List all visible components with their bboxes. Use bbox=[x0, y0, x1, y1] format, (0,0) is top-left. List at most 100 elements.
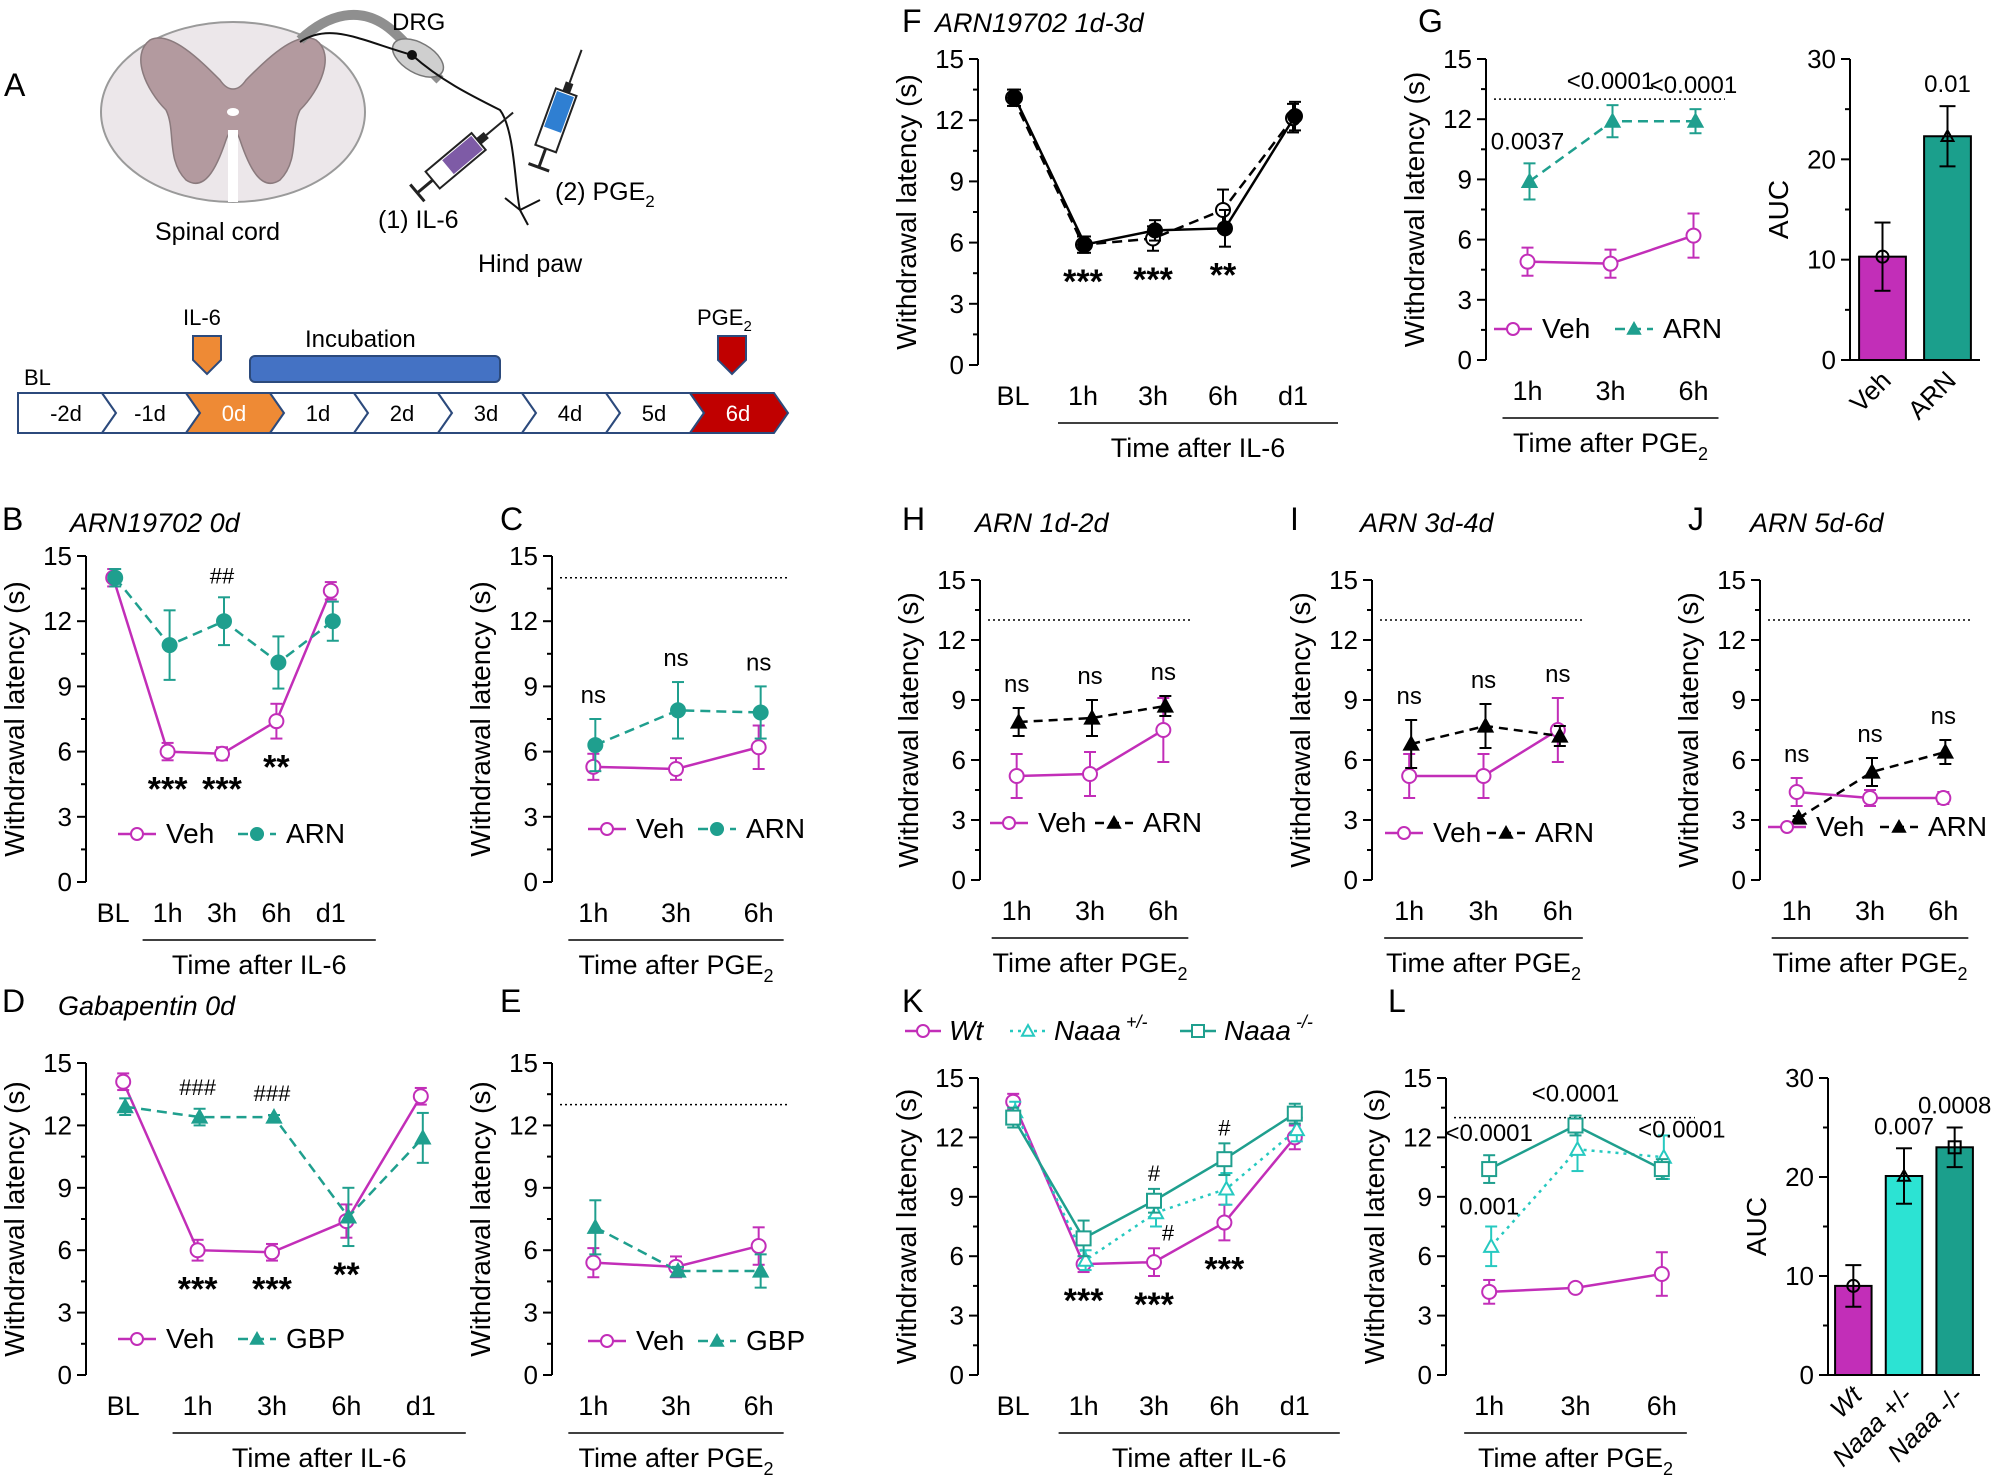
timeline-day-label: 3d bbox=[474, 401, 498, 426]
x-axis-label-sub: 2 bbox=[1178, 964, 1188, 984]
y-tick-label: 6 bbox=[58, 1235, 72, 1265]
data-point bbox=[1077, 236, 1093, 253]
legend-marker bbox=[130, 1332, 144, 1346]
timeline-day-label: -2d bbox=[50, 401, 82, 426]
annotation: # bbox=[1218, 1115, 1231, 1140]
series-wt bbox=[1481, 1251, 1670, 1305]
timeline-day-label: 5d bbox=[642, 401, 666, 426]
y-tick-label: 9 bbox=[524, 1173, 538, 1203]
annotation: ### bbox=[179, 1075, 216, 1100]
legend-label: Veh bbox=[1542, 313, 1590, 344]
panel-g-auc: 0 10 20 30 AUC Veh ARN 0.01 bbox=[1763, 44, 1980, 425]
legend-marker bbox=[1002, 816, 1016, 830]
y-tick-label: 0 bbox=[1344, 865, 1358, 895]
y-tick-label: 20 bbox=[1785, 1162, 1814, 1192]
y-axis-label: Withdrawal latency (s) bbox=[0, 581, 30, 856]
paw-nerve-ending bbox=[504, 197, 541, 226]
series-arn bbox=[107, 568, 341, 690]
legend-label: ARN bbox=[746, 813, 805, 844]
data-point bbox=[1288, 1120, 1306, 1137]
y-tick-label: 30 bbox=[1807, 44, 1836, 74]
legend-marker bbox=[600, 1334, 614, 1348]
il6-syringe bbox=[409, 111, 514, 203]
series-arn bbox=[1789, 739, 1955, 825]
x-axis-label: Time after PGE2 bbox=[1478, 1443, 1673, 1477]
data-point bbox=[161, 637, 178, 654]
y-tick-label: 12 bbox=[43, 606, 72, 636]
data-point bbox=[1520, 172, 1539, 189]
series-veh bbox=[1788, 777, 1952, 807]
data-point bbox=[1519, 253, 1536, 270]
x-axis-label: Time after IL-6 bbox=[232, 1443, 407, 1473]
series-arn bbox=[1007, 88, 1303, 254]
annotation: *** bbox=[202, 770, 242, 808]
x-tick-label: 1h bbox=[1394, 896, 1424, 926]
data-point bbox=[1568, 1140, 1587, 1156]
data-point bbox=[1653, 1161, 1670, 1178]
data-point bbox=[190, 1108, 209, 1124]
x-tick-label: 3h bbox=[207, 898, 237, 928]
legend-label: GBP bbox=[286, 1323, 345, 1354]
legend-marker bbox=[1891, 818, 1907, 833]
legend-label: Naaa +/- bbox=[1054, 1012, 1147, 1046]
legend-sup: -/- bbox=[1291, 1012, 1313, 1032]
legend-marker bbox=[709, 1332, 725, 1347]
x-tick-label: 6h bbox=[1678, 376, 1708, 406]
data-point bbox=[414, 1128, 432, 1145]
x-tick-label: 3h bbox=[1139, 1391, 1169, 1421]
annotation: ns bbox=[1151, 659, 1176, 686]
y-tick-label: 3 bbox=[524, 1298, 538, 1328]
annotation: ### bbox=[254, 1081, 291, 1106]
y-tick-label: 6 bbox=[950, 1241, 964, 1271]
data-point bbox=[214, 745, 230, 762]
y-tick-label: 0 bbox=[1732, 865, 1746, 895]
legend-label: Veh bbox=[1433, 817, 1481, 848]
data-point bbox=[750, 1238, 767, 1255]
y-tick-label: 12 bbox=[1403, 1122, 1432, 1152]
panel-b: B ARN19702 0d 0 3 6 9 12 15 Withdrawal latency (… bbox=[0, 501, 376, 980]
x-axis-label: Time after IL-6 bbox=[172, 950, 347, 980]
bar bbox=[1884, 1175, 1924, 1377]
x-tick-label: d1 bbox=[316, 898, 346, 928]
data-point bbox=[1936, 742, 1955, 759]
data-point bbox=[1863, 762, 1881, 779]
annotation: 0.001 bbox=[1459, 1194, 1519, 1221]
charts: B ARN19702 0d 0 3 6 9 12 15 Withdrawal latency (… bbox=[0, 3, 1991, 1477]
hind-paw-label: Hind paw bbox=[478, 250, 583, 278]
y-tick-label: 15 bbox=[1329, 565, 1358, 595]
y-tick-label: 0 bbox=[524, 1360, 538, 1390]
annotation: 0.007 bbox=[1874, 1113, 1934, 1140]
data-point bbox=[1401, 768, 1418, 784]
x-tick-label: 3h bbox=[1560, 1391, 1590, 1421]
annotation: *** bbox=[1064, 1282, 1104, 1320]
data-point bbox=[1402, 734, 1420, 751]
legend-marker bbox=[1020, 1022, 1036, 1037]
y-axis-label: Withdrawal latency (s) bbox=[1399, 72, 1430, 347]
panel-g: G 0 3 6 9 12 15 Withdrawal latency (s) 1h 3h 6h Tim… bbox=[1399, 3, 1737, 464]
y-tick-label: 15 bbox=[935, 44, 964, 74]
y-tick-label: 3 bbox=[58, 1298, 72, 1328]
mean-marker bbox=[1896, 1167, 1912, 1182]
y-tick-label: 0 bbox=[950, 1360, 964, 1390]
annotation: ns bbox=[581, 682, 606, 709]
incubation-label: Incubation bbox=[305, 326, 416, 353]
panel-letter: L bbox=[1388, 983, 1406, 1019]
annotation: ns bbox=[1396, 683, 1421, 710]
panel-letter-a: A bbox=[4, 67, 26, 103]
data-point bbox=[1147, 222, 1163, 239]
x-tick-label: 1h bbox=[1512, 376, 1542, 406]
data-point bbox=[1005, 1109, 1022, 1126]
y-tick-label: 12 bbox=[43, 1110, 72, 1140]
x-tick-label: 6h bbox=[1209, 1391, 1239, 1421]
data-point bbox=[750, 739, 767, 756]
series-arn bbox=[1402, 703, 1569, 769]
legend-marker bbox=[600, 822, 614, 836]
legend-marker bbox=[710, 822, 724, 836]
annotation: ** bbox=[333, 1256, 360, 1294]
y-tick-label: 12 bbox=[935, 105, 964, 135]
x-tick-label: 3h bbox=[661, 898, 691, 928]
bar bbox=[1923, 135, 1972, 361]
data-point bbox=[1146, 1254, 1162, 1271]
data-point bbox=[670, 702, 686, 719]
